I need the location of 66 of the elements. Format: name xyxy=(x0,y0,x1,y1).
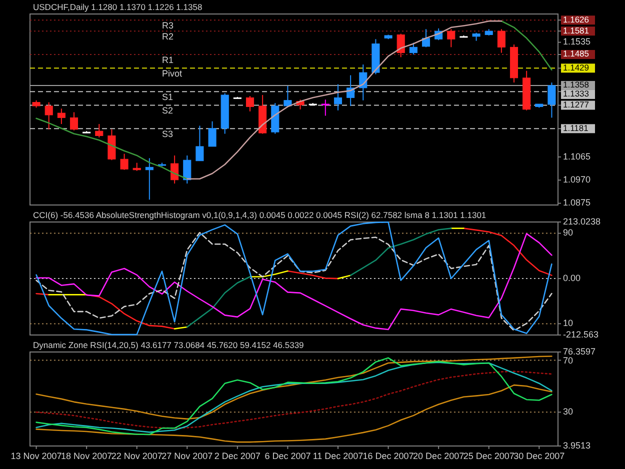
candlestick xyxy=(95,124,104,138)
y2-tick-label: 90 xyxy=(563,228,574,238)
chart-title: Dynamic Zone RSI(14,20,5) 43.6177 73.0684 45.7620 59.4152 46.5339 xyxy=(33,340,304,350)
y-tick-label: 70 xyxy=(563,355,574,366)
y-tick-label: 1.1358 xyxy=(563,80,590,90)
x-tick-label: 30 Dec 2007 xyxy=(514,451,565,461)
y-tick-label: 30 xyxy=(563,406,574,417)
ref-line-label: R1 xyxy=(162,54,174,65)
candlestick xyxy=(145,158,154,200)
y-tick-label: 1.1333 xyxy=(563,88,590,99)
y-tick-label: 1.0875 xyxy=(563,198,591,208)
candlestick xyxy=(44,102,53,130)
x-tick-label: 18 Nov 2007 xyxy=(61,451,112,461)
candlestick xyxy=(70,112,78,131)
candlestick xyxy=(183,154,192,184)
candlestick xyxy=(108,128,116,161)
x-tick-label: 11 Dec 2007 xyxy=(312,451,364,461)
y-tick-label: -212.563 xyxy=(563,329,599,340)
y-tick-label: 1.1181 xyxy=(563,122,589,133)
y-tick-label: 1.1581 xyxy=(563,25,590,36)
candlestick xyxy=(120,153,128,170)
y-tick-label: 0.00 xyxy=(563,272,581,283)
candlestick xyxy=(246,95,254,112)
chart-title: CCI(6) -56.4536 AbsoluteStrengthHistogram v0,1(0,9,1,4,3) 0.0045 0.0022 0.0045 RSI(2) 62.7582 lsma 8 1.1301 1.1301 xyxy=(33,210,486,220)
y-tick-label: 3.9513 xyxy=(563,440,591,450)
x-tick-label: 22 Nov 2007 xyxy=(111,451,162,461)
candlestick xyxy=(208,120,216,147)
y-tick-label: 76.3597 xyxy=(563,346,596,356)
ref-line-label: S2 xyxy=(162,106,174,116)
y-tick-label: 213.0238 xyxy=(563,216,601,226)
ref-line-label: S1 xyxy=(162,92,174,102)
x-tick-label: 2 Dec 2007 xyxy=(214,451,260,461)
candlestick xyxy=(422,28,430,48)
candlestick xyxy=(170,154,179,184)
candlestick xyxy=(196,125,204,162)
x-tick-label: 13 Nov 2007 xyxy=(10,451,62,461)
ref-line-label: R2 xyxy=(162,31,174,42)
x-tick-label: 6 Dec 2007 xyxy=(264,451,311,461)
y-tick-label: 1.1429 xyxy=(563,62,590,72)
y-tick-label: 1.1535 xyxy=(563,36,591,47)
x-tick-label: 27 Nov 2007 xyxy=(162,451,213,461)
y-tick-label: 1.1485 xyxy=(563,48,590,59)
candlestick xyxy=(359,64,368,101)
y-tick-label: 1.0970 xyxy=(563,174,591,184)
candlestick xyxy=(548,82,556,118)
x-tick-label: 20 Dec 2007 xyxy=(413,451,464,461)
x-tick-label: 25 Dec 2007 xyxy=(463,451,514,461)
candlestick xyxy=(334,84,342,111)
candlestick xyxy=(321,99,330,116)
ref-line-label: S3 xyxy=(162,129,174,140)
candlestick xyxy=(447,28,456,48)
x-tick-label: 16 Dec 2007 xyxy=(362,451,414,461)
y-tick-label: 1.1065 xyxy=(563,151,591,162)
candlestick xyxy=(57,108,66,125)
line-series xyxy=(36,356,552,420)
chart-title: USDCHF,Daily 1.1280 1.1370 1.1226 1.1358 xyxy=(33,2,202,12)
line-series xyxy=(36,370,552,429)
ref-line-label: R3 xyxy=(162,20,174,31)
line-series xyxy=(36,384,552,443)
candlestick xyxy=(396,33,405,58)
y-tick-label: 1.1277 xyxy=(563,99,590,110)
candlestick xyxy=(284,85,292,108)
y2-tick-label: 10 xyxy=(563,318,574,328)
ref-line-label: Pivot xyxy=(162,68,183,79)
candlestick xyxy=(497,28,506,54)
y-tick-label: 1.1626 xyxy=(563,14,590,24)
